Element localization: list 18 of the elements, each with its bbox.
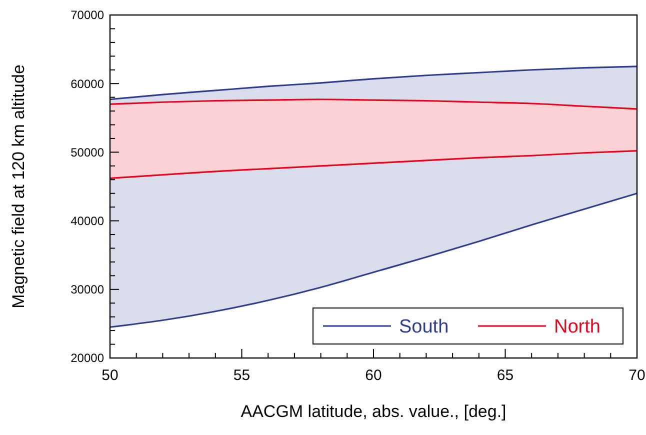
line-series [109,150,638,180]
x-tick-label: 60 [365,367,382,384]
y-tick-label: 60000 [70,76,104,91]
y-tick-label: 50000 [70,145,104,160]
line-series [109,98,638,110]
y-tick-label: 40000 [70,214,104,228]
y-tick-label: 20000 [70,351,104,366]
y-axis-title: Magnetic field at 120 km altitude [9,64,28,308]
y-tick-label: 30000 [70,282,104,297]
legend-label: South [399,316,449,338]
x-tick-label: 70 [628,367,646,384]
x-tick-label: 65 [496,367,514,384]
line-series [109,66,638,100]
legend-label: North [554,316,600,338]
x-axis-title: AACGM latitude, abs. value., [deg.] [240,402,506,421]
x-tick-label: 50 [102,367,118,384]
y-tick-label: 70000 [70,8,104,22]
x-tick-label: 55 [233,367,250,384]
